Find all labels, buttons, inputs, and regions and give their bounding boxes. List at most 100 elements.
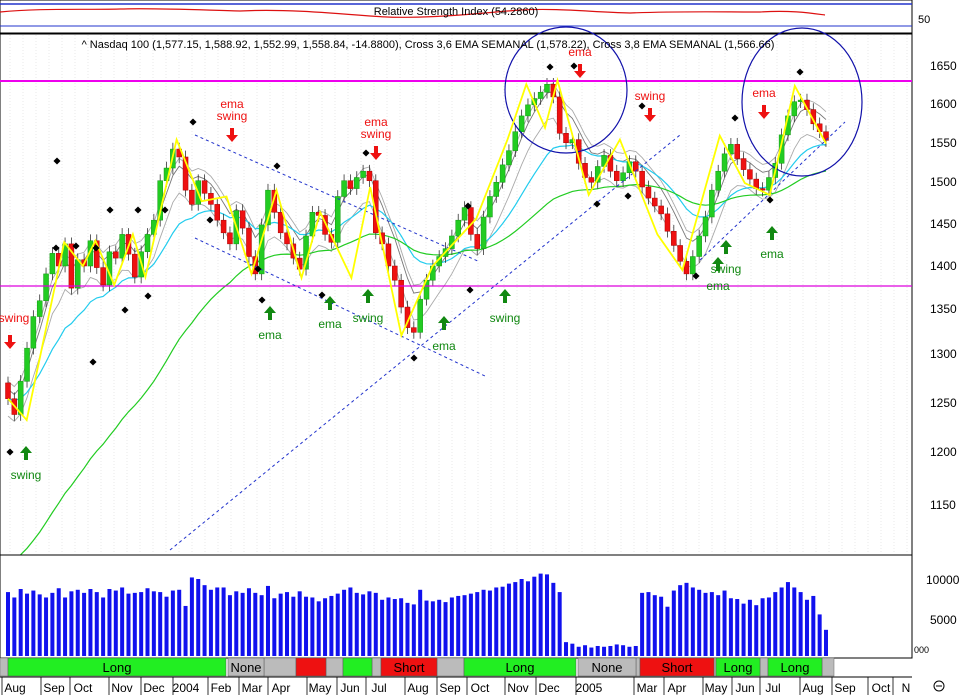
pivot-dot bbox=[206, 216, 214, 224]
sell-arrow-icon bbox=[4, 335, 16, 349]
volume-bar bbox=[323, 598, 328, 656]
volume-bar bbox=[589, 647, 594, 656]
rsi-line bbox=[0, 8, 826, 18]
candle bbox=[246, 227, 252, 257]
buy-arrow-icon bbox=[264, 306, 276, 320]
candle bbox=[563, 133, 569, 144]
x-tick-label: Jul bbox=[371, 681, 386, 695]
volume-bar bbox=[735, 599, 740, 656]
price-tick: 1150 bbox=[930, 498, 956, 512]
volume-bar bbox=[164, 596, 169, 656]
volume-bar bbox=[462, 595, 467, 656]
volume-bar bbox=[564, 642, 569, 656]
candle bbox=[373, 180, 379, 234]
scroll-icon[interactable] bbox=[933, 680, 945, 692]
x-tick-label: Jun bbox=[735, 681, 754, 695]
candle bbox=[537, 91, 544, 99]
x-tick-label: Nov bbox=[111, 681, 132, 695]
candle bbox=[715, 170, 721, 191]
volume-bar bbox=[804, 599, 809, 656]
pivot-dot bbox=[106, 206, 114, 214]
candle bbox=[113, 251, 119, 259]
pivot-dot bbox=[692, 272, 700, 280]
volume-bar bbox=[703, 592, 708, 656]
volume-bar bbox=[234, 591, 239, 656]
candle bbox=[455, 219, 461, 237]
volume-bar bbox=[304, 596, 309, 656]
x-tick-label: Sep bbox=[834, 681, 856, 695]
volume-bar bbox=[449, 597, 454, 656]
x-tick-label: Feb bbox=[211, 681, 232, 695]
volume-bar bbox=[240, 592, 245, 656]
x-tick-label: Mar bbox=[637, 681, 658, 695]
candle bbox=[30, 316, 37, 349]
volume-bar bbox=[310, 597, 315, 656]
candle bbox=[334, 196, 341, 243]
volume-bar bbox=[215, 587, 220, 656]
volume-bar bbox=[811, 595, 816, 656]
candle bbox=[271, 189, 278, 213]
pivot-dot bbox=[72, 242, 80, 250]
candle bbox=[214, 204, 221, 221]
candle bbox=[17, 381, 24, 415]
x-tick-label: 2004 bbox=[173, 681, 200, 695]
annotation-label: ema bbox=[220, 97, 244, 111]
volume-bar bbox=[576, 646, 581, 656]
channel-upper bbox=[194, 134, 481, 263]
candle bbox=[658, 205, 664, 215]
buy-arrow-icon bbox=[499, 289, 511, 303]
candle bbox=[201, 180, 208, 194]
candle bbox=[747, 169, 753, 180]
volume-bar bbox=[272, 598, 277, 656]
volume-bar bbox=[139, 592, 144, 656]
pivot-dot bbox=[464, 202, 472, 210]
candle bbox=[132, 253, 138, 278]
candle bbox=[227, 232, 233, 245]
signal-segment bbox=[639, 657, 715, 677]
signal-gap bbox=[436, 657, 465, 677]
volume-bar bbox=[716, 595, 721, 656]
candle bbox=[43, 273, 49, 302]
volume-bar bbox=[570, 643, 575, 656]
annotation-label: ema bbox=[706, 279, 730, 293]
x-tick-label: Nov bbox=[507, 681, 528, 695]
candle bbox=[588, 177, 595, 183]
volume-bar bbox=[519, 579, 524, 656]
candle bbox=[36, 300, 43, 317]
volume-bar bbox=[202, 585, 207, 656]
volume-bar bbox=[285, 592, 290, 656]
sell-arrow-icon bbox=[574, 64, 586, 78]
signal-label: Short bbox=[393, 660, 424, 675]
annotation-label: swing bbox=[490, 311, 521, 325]
x-tick-label: Dec bbox=[538, 681, 559, 695]
candle bbox=[556, 96, 563, 134]
candle bbox=[499, 164, 506, 183]
annotation-label: ema bbox=[364, 115, 388, 129]
x-tick-label: Sep bbox=[439, 681, 461, 695]
volume-bar bbox=[69, 591, 74, 656]
candle bbox=[119, 234, 125, 259]
envelope-inner bbox=[7, 90, 827, 396]
pivot-dot bbox=[53, 157, 61, 165]
sell-arrow-icon bbox=[370, 146, 382, 160]
candle bbox=[613, 170, 620, 181]
envelope-upper bbox=[7, 82, 827, 388]
volume-bar bbox=[386, 597, 391, 656]
rsi-tick-50: 50 bbox=[918, 14, 930, 26]
volume-bar bbox=[785, 582, 790, 656]
candle bbox=[75, 259, 81, 289]
pivot-dot bbox=[638, 102, 646, 110]
candle bbox=[690, 256, 696, 275]
volume-bar bbox=[329, 595, 334, 656]
sell-arrow-icon bbox=[644, 108, 656, 122]
candle bbox=[322, 215, 328, 235]
volume-tick: 5000 bbox=[930, 613, 957, 627]
buy-arrow-icon bbox=[712, 257, 724, 271]
volume-bar bbox=[513, 582, 518, 656]
candle bbox=[411, 327, 417, 333]
volume-bar bbox=[183, 605, 188, 656]
candle bbox=[87, 240, 94, 267]
volume-bar bbox=[494, 587, 499, 656]
price-tick: 1250 bbox=[930, 396, 957, 410]
